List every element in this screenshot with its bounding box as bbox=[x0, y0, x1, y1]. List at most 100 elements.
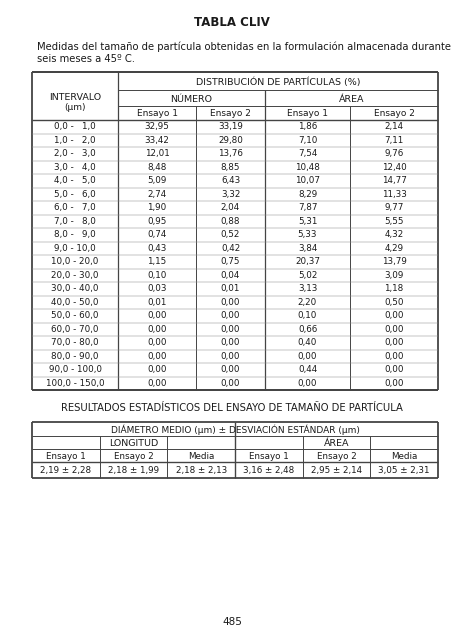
Text: 6,0 -   7,0: 6,0 - 7,0 bbox=[54, 204, 96, 212]
Text: Media: Media bbox=[391, 452, 418, 461]
Text: 0,66: 0,66 bbox=[298, 324, 317, 333]
Text: 0,01: 0,01 bbox=[221, 284, 240, 293]
Text: 2,04: 2,04 bbox=[221, 204, 240, 212]
Text: 0,04: 0,04 bbox=[221, 271, 240, 280]
Text: 8,29: 8,29 bbox=[298, 189, 317, 199]
Text: 9,0 - 10,0: 9,0 - 10,0 bbox=[54, 244, 96, 253]
Text: 60,0 - 70,0: 60,0 - 70,0 bbox=[51, 324, 99, 333]
Text: 33,42: 33,42 bbox=[145, 136, 169, 145]
Text: 0,00: 0,00 bbox=[384, 352, 404, 361]
Text: 0,00: 0,00 bbox=[147, 324, 167, 333]
Text: Ensayo 2: Ensayo 2 bbox=[210, 109, 251, 118]
Text: 6,43: 6,43 bbox=[221, 176, 240, 185]
Text: LONGITUD: LONGITUD bbox=[109, 439, 158, 448]
Text: 2,74: 2,74 bbox=[147, 189, 166, 199]
Text: 485: 485 bbox=[222, 617, 242, 627]
Text: Ensayo 1: Ensayo 1 bbox=[137, 109, 178, 118]
Text: Ensayo 1: Ensayo 1 bbox=[249, 452, 289, 461]
Text: 1,18: 1,18 bbox=[385, 284, 404, 293]
Text: 0,10: 0,10 bbox=[298, 311, 317, 320]
Text: 3,05 ± 2,31: 3,05 ± 2,31 bbox=[379, 467, 430, 476]
Text: 0,43: 0,43 bbox=[147, 244, 166, 253]
Text: 0,88: 0,88 bbox=[221, 217, 240, 226]
Text: 11,33: 11,33 bbox=[382, 189, 406, 199]
Text: 2,14: 2,14 bbox=[385, 122, 404, 131]
Text: 33,19: 33,19 bbox=[218, 122, 243, 131]
Text: Ensayo 2: Ensayo 2 bbox=[113, 452, 153, 461]
Text: 7,0 -   8,0: 7,0 - 8,0 bbox=[54, 217, 96, 226]
Text: 5,33: 5,33 bbox=[298, 230, 317, 239]
Text: 1,15: 1,15 bbox=[147, 257, 166, 266]
Text: 0,00: 0,00 bbox=[221, 339, 240, 348]
Text: Ensayo 2: Ensayo 2 bbox=[373, 109, 414, 118]
Text: Ensayo 2: Ensayo 2 bbox=[317, 452, 356, 461]
Text: 5,02: 5,02 bbox=[298, 271, 317, 280]
Text: 2,20: 2,20 bbox=[298, 298, 317, 307]
Text: 0,00: 0,00 bbox=[384, 311, 404, 320]
Text: 5,55: 5,55 bbox=[384, 217, 404, 226]
Text: DISTRIBUCIÓN DE PARTÍCULAS (%): DISTRIBUCIÓN DE PARTÍCULAS (%) bbox=[196, 77, 360, 87]
Text: 1,86: 1,86 bbox=[298, 122, 317, 131]
Text: ÁREA: ÁREA bbox=[339, 95, 364, 104]
Text: 5,0 -   6,0: 5,0 - 6,0 bbox=[54, 189, 96, 199]
Text: 0,00: 0,00 bbox=[221, 324, 240, 333]
Text: ÁREA: ÁREA bbox=[324, 439, 349, 448]
Text: 100,0 - 150,0: 100,0 - 150,0 bbox=[46, 379, 104, 388]
Text: 0,00: 0,00 bbox=[384, 324, 404, 333]
Text: Medidas del tamaño de partícula obtenidas en la formulación almacenada durante: Medidas del tamaño de partícula obtenida… bbox=[37, 42, 451, 52]
Text: 5,09: 5,09 bbox=[147, 176, 166, 185]
Text: 32,95: 32,95 bbox=[145, 122, 169, 131]
Text: NÚMERO: NÚMERO bbox=[171, 95, 213, 104]
Text: 0,74: 0,74 bbox=[147, 230, 166, 239]
Text: 29,80: 29,80 bbox=[218, 136, 243, 145]
Text: 2,18 ± 1,99: 2,18 ± 1,99 bbox=[108, 467, 159, 476]
Text: 3,32: 3,32 bbox=[221, 189, 240, 199]
Text: 90,0 - 100,0: 90,0 - 100,0 bbox=[48, 365, 101, 374]
Text: 0,44: 0,44 bbox=[298, 365, 317, 374]
Text: 30,0 - 40,0: 30,0 - 40,0 bbox=[51, 284, 99, 293]
Text: 8,0 -   9,0: 8,0 - 9,0 bbox=[54, 230, 96, 239]
Text: 9,76: 9,76 bbox=[385, 149, 404, 158]
Text: 0,10: 0,10 bbox=[147, 271, 166, 280]
Text: 2,0 -   3,0: 2,0 - 3,0 bbox=[54, 149, 96, 158]
Text: 0,03: 0,03 bbox=[147, 284, 167, 293]
Text: 4,32: 4,32 bbox=[385, 230, 404, 239]
Text: 0,01: 0,01 bbox=[147, 298, 166, 307]
Text: 0,00: 0,00 bbox=[384, 365, 404, 374]
Text: 10,07: 10,07 bbox=[295, 176, 320, 185]
Text: 7,11: 7,11 bbox=[385, 136, 404, 145]
Text: 0,00: 0,00 bbox=[298, 352, 317, 361]
Text: 3,09: 3,09 bbox=[384, 271, 404, 280]
Text: Media: Media bbox=[188, 452, 214, 461]
Text: DIÁMETRO MEDIO (μm) ± DESVIACIÓN ESTÁNDAR (μm): DIÁMETRO MEDIO (μm) ± DESVIACIÓN ESTÁNDA… bbox=[111, 425, 359, 435]
Text: 1,0 -   2,0: 1,0 - 2,0 bbox=[54, 136, 96, 145]
Text: 0,75: 0,75 bbox=[221, 257, 240, 266]
Text: 0,00: 0,00 bbox=[221, 311, 240, 320]
Text: 10,0 - 20,0: 10,0 - 20,0 bbox=[51, 257, 99, 266]
Text: 3,84: 3,84 bbox=[298, 244, 317, 253]
Text: 0,00: 0,00 bbox=[221, 365, 240, 374]
Text: 50,0 - 60,0: 50,0 - 60,0 bbox=[51, 311, 99, 320]
Text: 8,85: 8,85 bbox=[221, 163, 240, 172]
Text: 3,0 -   4,0: 3,0 - 4,0 bbox=[54, 163, 96, 172]
Text: 2,19 ± 2,28: 2,19 ± 2,28 bbox=[40, 467, 92, 476]
Text: 1,90: 1,90 bbox=[147, 204, 166, 212]
Text: 0,00: 0,00 bbox=[147, 365, 167, 374]
Text: 20,37: 20,37 bbox=[295, 257, 320, 266]
Text: 0,00: 0,00 bbox=[384, 379, 404, 388]
Text: 7,87: 7,87 bbox=[298, 204, 317, 212]
Text: 0,00: 0,00 bbox=[221, 352, 240, 361]
Text: 4,0 -   5,0: 4,0 - 5,0 bbox=[54, 176, 96, 185]
Text: 0,42: 0,42 bbox=[221, 244, 240, 253]
Text: 0,00: 0,00 bbox=[221, 379, 240, 388]
Text: 14,77: 14,77 bbox=[382, 176, 406, 185]
Text: 10,48: 10,48 bbox=[295, 163, 320, 172]
Text: 5,31: 5,31 bbox=[298, 217, 317, 226]
Text: 4,29: 4,29 bbox=[385, 244, 404, 253]
Text: 7,10: 7,10 bbox=[298, 136, 317, 145]
Text: 80,0 - 90,0: 80,0 - 90,0 bbox=[51, 352, 99, 361]
Text: 3,16 ± 2,48: 3,16 ± 2,48 bbox=[243, 467, 294, 476]
Text: 0,95: 0,95 bbox=[147, 217, 166, 226]
Text: RESULTADOS ESTADÍSTICOS DEL ENSAYO DE TAMAÑO DE PARTÍCULA: RESULTADOS ESTADÍSTICOS DEL ENSAYO DE TA… bbox=[61, 403, 403, 413]
Text: 0,50: 0,50 bbox=[384, 298, 404, 307]
